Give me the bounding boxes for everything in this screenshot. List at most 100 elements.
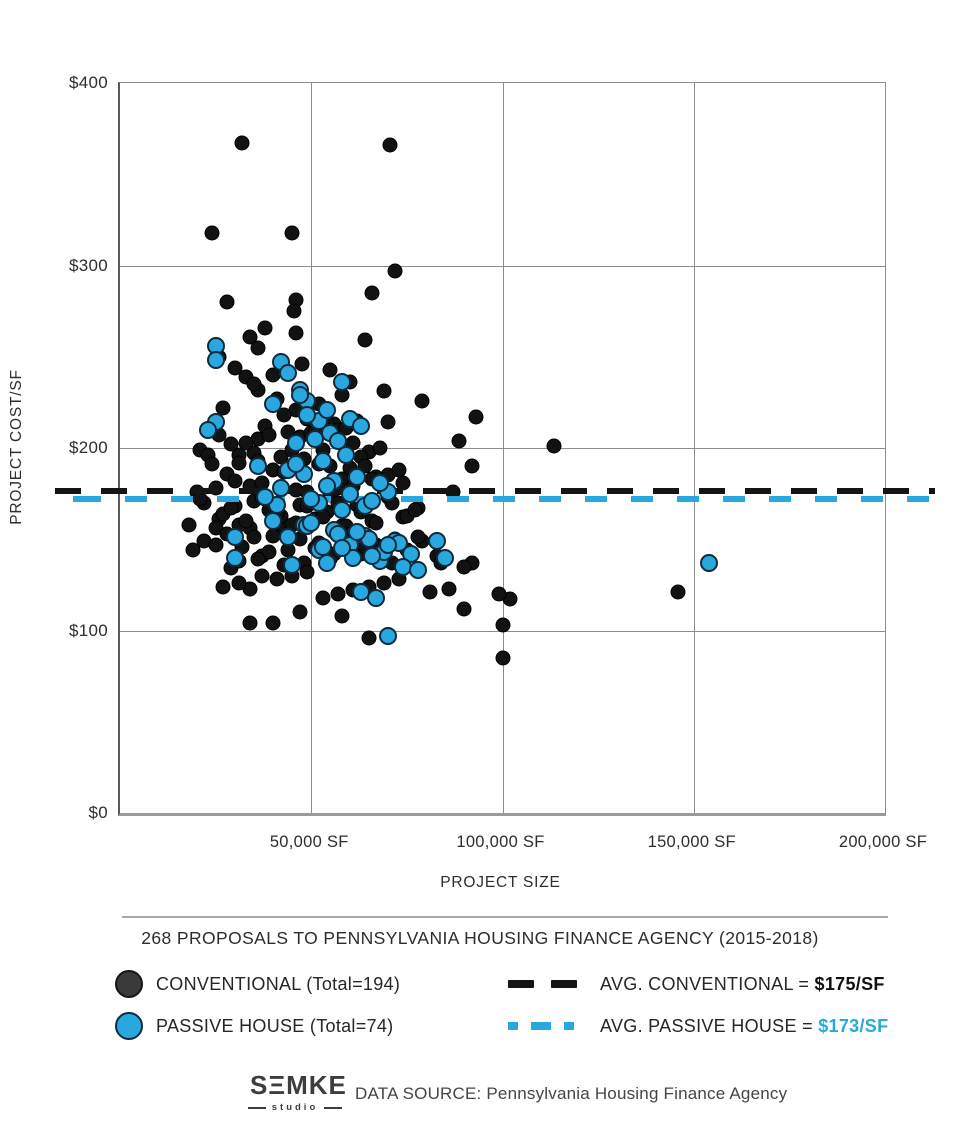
legend-row-conventional: CONVENTIONAL (Total=194) AVG. CONVENTION… — [115, 968, 935, 1000]
data-point-passive — [348, 468, 367, 487]
data-point-conventional — [322, 362, 338, 378]
data-point-conventional — [387, 263, 403, 279]
data-point-passive — [363, 546, 382, 565]
data-point-conventional — [364, 285, 380, 301]
data-point-passive — [206, 351, 225, 370]
data-point-passive — [302, 490, 321, 509]
data-point-passive — [332, 539, 351, 558]
data-point-conventional — [223, 500, 239, 516]
data-point-conventional — [451, 433, 466, 449]
data-point-conventional — [231, 575, 247, 591]
data-point-conventional — [185, 542, 201, 558]
logo-dash-left — [247, 1106, 266, 1109]
data-point-conventional — [376, 575, 392, 591]
data-point-conventional — [246, 529, 262, 545]
data-point-passive — [313, 451, 332, 470]
data-point-conventional — [227, 360, 243, 376]
data-point-passive — [351, 417, 370, 436]
data-point-conventional — [361, 630, 377, 646]
data-point-passive — [290, 386, 309, 405]
data-point-passive — [428, 532, 447, 551]
data-point-conventional — [261, 427, 277, 443]
data-point-passive — [436, 548, 455, 567]
x-tick-label: 50,000 SF — [269, 833, 349, 851]
data-point-passive — [700, 553, 719, 572]
data-point-conventional — [468, 409, 484, 425]
passive-marker-icon — [115, 1012, 143, 1040]
data-point-passive — [225, 528, 244, 547]
legend-row-passive: PASSIVE HOUSE (Total=74) AVG. PASSIVE HO… — [115, 1010, 935, 1042]
data-point-conventional — [208, 537, 224, 553]
data-point-conventional — [330, 586, 346, 602]
data-point-passive — [279, 528, 298, 547]
avg-conventional-prefix: AVG. CONVENTIONAL = — [600, 973, 815, 994]
logo-subtitle: studio — [247, 1102, 343, 1113]
data-point-passive — [302, 513, 321, 532]
data-point-passive — [378, 535, 397, 554]
data-point-conventional — [265, 528, 281, 544]
logo-wordmark: SΞMKE — [250, 1070, 347, 1100]
data-point-conventional — [456, 601, 472, 617]
data-point-passive — [317, 553, 336, 572]
data-point-conventional — [357, 332, 373, 348]
data-point-conventional — [670, 584, 686, 600]
data-point-conventional — [380, 414, 396, 430]
data-point-passive — [256, 488, 275, 507]
data-point-conventional — [215, 400, 231, 416]
data-point-conventional — [372, 440, 388, 456]
data-point-conventional — [261, 544, 277, 560]
data-point-conventional — [299, 564, 315, 580]
avg-passive-dash-icon — [508, 1022, 584, 1031]
data-point-conventional — [288, 325, 304, 341]
data-point-passive — [286, 433, 305, 452]
conventional-marker-icon — [115, 970, 143, 998]
plot-area — [118, 82, 886, 816]
data-point-conventional — [276, 407, 292, 423]
avg-passive-prefix: AVG. PASSIVE HOUSE = — [600, 1015, 819, 1036]
y-axis-title: PROJECT COST/SF — [8, 369, 25, 525]
data-point-passive — [198, 420, 217, 439]
data-point-conventional — [414, 393, 430, 409]
divider-line — [122, 916, 888, 918]
avg-conventional-value: $175/SF — [814, 973, 885, 994]
data-point-conventional — [257, 320, 273, 336]
data-point-conventional — [250, 551, 266, 567]
data-point-conventional — [464, 458, 480, 474]
data-point-conventional — [223, 436, 239, 452]
data-point-passive — [348, 522, 367, 541]
data-source-text: DATA SOURCE: Pennsylvania Housing Financ… — [355, 1084, 788, 1103]
data-point-conventional — [292, 604, 308, 620]
data-point-passive — [264, 395, 282, 414]
data-point-conventional — [227, 473, 243, 489]
data-point-passive — [332, 501, 351, 520]
data-point-passive — [317, 400, 336, 419]
data-point-passive — [363, 491, 382, 510]
x-tick-label: 150,000 SF — [647, 833, 736, 851]
avg-conventional-label: AVG. CONVENTIONAL = $175/SF — [600, 974, 885, 995]
chart-title: 268 PROPOSALS TO PENNSYLVANIA HOUSING FI… — [141, 928, 819, 948]
data-point-conventional — [410, 529, 426, 545]
data-point-conventional — [181, 517, 197, 533]
data-point-conventional — [407, 502, 423, 518]
data-point-conventional — [242, 615, 258, 631]
x-axis-title: PROJECT SIZE — [440, 874, 561, 891]
legend-label-conventional: CONVENTIONAL (Total=194) — [156, 973, 401, 994]
data-point-passive — [286, 455, 305, 474]
data-point-conventional — [204, 225, 220, 241]
y-tick-label: $200 — [68, 438, 108, 457]
data-point-passive — [332, 373, 351, 392]
data-point-passive — [340, 484, 359, 503]
y-tick-label: $0 — [88, 803, 108, 822]
logo-dash-right — [324, 1106, 343, 1109]
y-tick-label: $400 — [68, 73, 108, 92]
data-point-conventional — [238, 435, 254, 451]
data-point-conventional — [219, 294, 235, 310]
avg-passive-value: $173/SF — [818, 1015, 889, 1036]
avg-conventional-dash-icon — [508, 980, 584, 989]
data-point-passive — [367, 588, 386, 607]
data-point-conventional — [269, 571, 285, 587]
data-point-passive — [306, 429, 325, 448]
data-point-passive — [271, 479, 290, 498]
data-point-conventional — [265, 615, 281, 631]
